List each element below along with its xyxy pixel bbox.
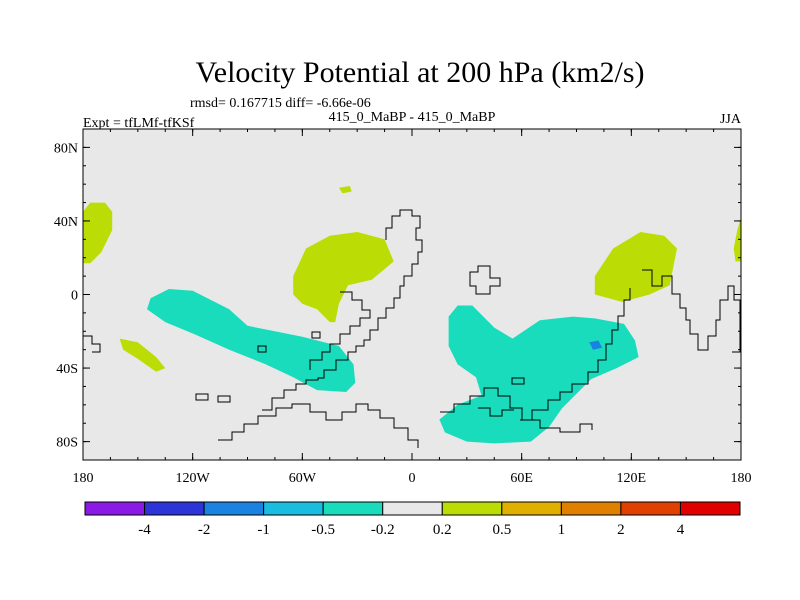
region-negative-core <box>589 340 603 350</box>
region-positive-asia <box>594 232 677 302</box>
region-negative-america <box>147 289 356 392</box>
x-tick-label: 120E <box>617 471 647 486</box>
x-tick-label: 120W <box>176 471 211 486</box>
colorbar-label: 1 <box>558 522 566 538</box>
coastline-eurasia <box>469 265 501 295</box>
colorbar-label: -0.2 <box>371 522 395 538</box>
colorbar-box <box>679 501 741 516</box>
y-axis-ticks: 80N 40N 0 40S 80S <box>54 128 741 461</box>
region-positive-atlantic <box>293 232 394 323</box>
coastline-south-america <box>218 403 419 448</box>
coastline-asia-east <box>520 288 631 421</box>
colorbar-box <box>620 501 681 516</box>
y-tick-label: 0 <box>71 289 78 304</box>
x-tick-label: 60E <box>510 471 533 486</box>
colorbar-box <box>382 501 443 516</box>
coastline-africa <box>440 387 593 433</box>
colorbar-label: 0.2 <box>433 522 452 538</box>
colorbar-label: 4 <box>677 522 685 538</box>
case-label: 415_0_MaBP - 415_0_MaBP <box>329 110 496 125</box>
colorbar-label: -4 <box>138 522 151 538</box>
colorbar-label: -0.5 <box>311 522 335 538</box>
x-tick-label: 0 <box>409 471 416 486</box>
colorbar-box <box>203 501 265 516</box>
colorbar-box <box>84 501 146 516</box>
region-positive-west-pacific <box>83 202 113 264</box>
colorbar-label: 2 <box>617 522 625 538</box>
coastline <box>83 209 741 448</box>
season-label: JJA <box>720 112 742 127</box>
colorbar-box <box>263 501 324 516</box>
stats-label: rmsd= 0.167715 diff= -6.66e-06 <box>190 96 371 111</box>
coastline-indochina <box>642 269 741 353</box>
y-tick-label: 40N <box>54 215 78 230</box>
x-tick-label: 60W <box>289 471 317 486</box>
region-positive-south-pacific <box>119 338 166 372</box>
coastline-atlantic-islands <box>309 291 371 370</box>
map-panel: 180 120W 60W 0 60E 120E 180 80N 40N 0 40S 80S <box>54 128 752 486</box>
colorbar-box <box>560 501 622 516</box>
y-tick-label: 80N <box>54 141 78 156</box>
experiment-label: Expt = tfLMf-tfKSf <box>83 116 195 131</box>
colorbar: -4 -2 -1 -0.5 -0.2 0.2 0.5 1 2 4 <box>84 501 741 538</box>
y-tick-label: 40S <box>56 362 78 377</box>
colorbar-box <box>501 501 562 516</box>
colorbar-box <box>144 501 205 516</box>
x-tick-label: 180 <box>73 471 94 486</box>
coastline-americas <box>83 209 423 411</box>
x-tick-label: 180 <box>731 471 752 486</box>
contour-regions <box>83 186 741 444</box>
colorbar-label: -1 <box>257 522 270 538</box>
y-tick-label: 80S <box>56 436 78 451</box>
colorbar-box <box>322 501 384 516</box>
colorbar-label: -2 <box>198 522 211 538</box>
colorbar-label: 0.5 <box>492 522 511 538</box>
region-positive-dateline <box>733 217 741 262</box>
x-axis-ticks: 180 120W 60W 0 60E 120E 180 <box>73 129 752 486</box>
colorbar-box <box>441 501 503 516</box>
region-positive-north-speck <box>338 186 352 194</box>
coastline-indian-ocean <box>478 377 525 417</box>
chart-title: Velocity Potential at 200 hPa (km2/s) <box>195 56 644 89</box>
coastline-small-islands <box>195 331 321 403</box>
region-negative-africa-indian <box>439 305 639 444</box>
